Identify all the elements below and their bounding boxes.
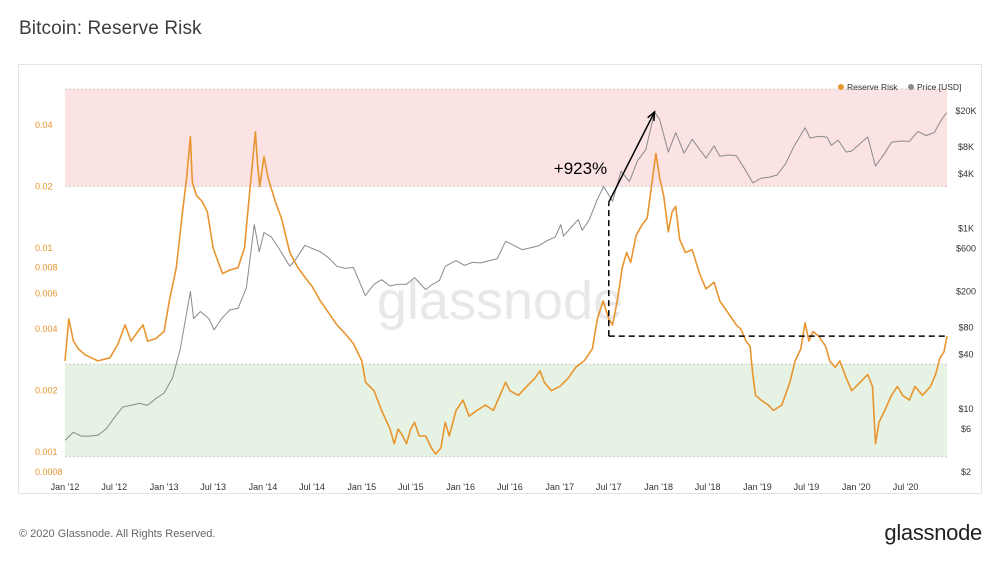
x-tick-label: Jul '18 [695,482,721,492]
risk-bands [65,88,947,458]
watermark: glassnode [377,271,623,331]
x-tick-label: Jul '20 [893,482,919,492]
right-tick-label: $600 [956,243,976,253]
right-tick-label: $2 [961,467,971,477]
x-tick-label: Jan '20 [842,482,871,492]
series-lines [64,111,948,455]
legend: Reserve Risk Price [USD] [838,82,961,92]
left-tick-label: 0.0008 [35,467,63,477]
high-risk-band [65,89,947,187]
chart-frame: glassnode 0.0008 0.001 0.002 0.004 0.006 0.00… [18,64,982,494]
reserve-risk-line [64,131,948,455]
x-tick-label: Jan '12 [51,482,80,492]
x-tick-label: Jul '12 [101,482,127,492]
x-tick-label: Jan '19 [743,482,772,492]
right-tick-label: $8K [958,142,974,152]
footer-copyright: © 2020 Glassnode. All Rights Reserved. [19,528,216,540]
x-tick-label: Jan '17 [545,482,574,492]
x-tick-label: Jan '13 [150,482,179,492]
x-tick-label: Jul '17 [596,482,622,492]
left-tick-label: 0.002 [35,386,58,396]
x-axis-ticks: Jan '12 Jul '12 Jan '13 Jul '13 Jan '14 Jul '… [51,482,919,492]
legend-label: Price [USD] [917,82,961,92]
left-axis-ticks: 0.0008 0.001 0.002 0.004 0.006 0.008 0.01 0.02 0… [35,120,63,477]
x-tick-label: Jan '14 [249,482,278,492]
x-tick-label: Jul '16 [497,482,523,492]
gain-arrow-line [608,111,656,203]
left-tick-label: 0.04 [35,120,53,130]
reserve-risk-chart: glassnode 0.00080.0010.0020.0040.0060.00… [35,82,977,492]
left-tick-label: 0.02 [35,181,53,191]
gain-annotation-label: +923% [554,159,607,178]
left-tick-label: 0.006 [35,288,58,298]
x-tick-label: Jan '15 [347,482,376,492]
legend-marker [908,84,914,90]
right-tick-label: $200 [956,286,976,296]
x-tick-label: Jul '14 [299,482,325,492]
right-tick-label: $20K [955,106,976,116]
x-tick-label: Jul '15 [398,482,424,492]
x-tick-label: Jan '16 [446,482,475,492]
low-risk-band [65,364,947,457]
legend-label: Reserve Risk [847,82,898,92]
right-tick-label: $4K [958,169,974,179]
footer-logo: glassnode [884,520,982,545]
price-line [64,111,948,441]
right-tick-label: $6 [961,424,971,434]
x-tick-label: Jul '19 [794,482,820,492]
x-tick-label: Jan '18 [644,482,673,492]
left-tick-label: 0.01 [35,243,53,253]
left-tick-label: 0.008 [35,263,58,273]
page-title: Bitcoin: Reserve Risk [19,18,202,39]
right-tick-label: $80 [958,322,973,332]
annotations: +923% [554,110,947,337]
right-tick-label: $1K [958,223,974,233]
legend-marker [838,84,844,90]
left-tick-label: 0.001 [35,447,58,457]
right-axis-ticks: $2 $6 $10 $40 $80 $200 $600 $1K $4K $8K $20K [955,106,976,477]
right-tick-label: $40 [958,350,973,360]
x-tick-label: Jul '13 [200,482,226,492]
left-tick-label: 0.004 [35,324,58,334]
right-tick-label: $10 [958,404,973,414]
gain-arrow-head [647,110,656,121]
